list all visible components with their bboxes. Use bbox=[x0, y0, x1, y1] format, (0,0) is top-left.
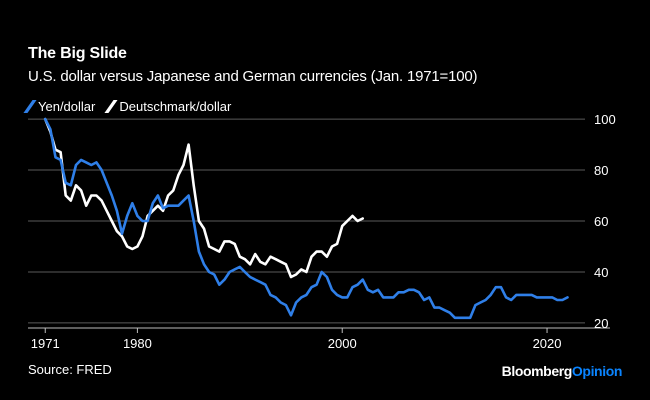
legend-label-deutschmark: Deutschmark/dollar bbox=[119, 99, 232, 114]
chart-title: The Big Slide bbox=[28, 45, 127, 62]
brand-logo: BloombergOpinion bbox=[501, 363, 623, 379]
y-tick-label-100: 100 bbox=[594, 112, 616, 127]
x-tick-label-2020: 2020 bbox=[533, 336, 562, 351]
source-note: Source: FRED bbox=[28, 362, 112, 377]
series-line-yen-dollar bbox=[43, 117, 569, 320]
series-lines bbox=[43, 117, 569, 320]
x-tick-label-2000: 2000 bbox=[328, 336, 357, 351]
legend-label-yen: Yen/dollar bbox=[38, 99, 96, 114]
legend: Yen/dollar Deutschmark/dollar bbox=[23, 99, 232, 114]
y-axis-labels: 20 40 60 80 100 bbox=[594, 112, 616, 331]
legend-item-deutschmark: Deutschmark/dollar bbox=[104, 99, 232, 114]
y-tick-label-40: 40 bbox=[594, 265, 608, 280]
chart-subtitle: U.S. dollar versus Japanese and German c… bbox=[28, 68, 478, 85]
y-tick-label-80: 80 bbox=[594, 163, 608, 178]
x-tick-label-1971: 1971 bbox=[31, 336, 60, 351]
series-line-deutschmark-dollar bbox=[43, 117, 365, 279]
x-tick-label-1980: 1980 bbox=[123, 336, 152, 351]
y-tick-label-60: 60 bbox=[594, 214, 608, 229]
brand-part2: Opinion bbox=[571, 363, 622, 379]
gridlines bbox=[28, 118, 585, 324]
x-axis: 1971 1980 2000 2020 bbox=[28, 327, 610, 351]
y-tick-label-20: 20 bbox=[594, 316, 608, 331]
legend-item-yen: Yen/dollar bbox=[23, 99, 96, 114]
brand-part1: Bloomberg bbox=[501, 363, 573, 379]
